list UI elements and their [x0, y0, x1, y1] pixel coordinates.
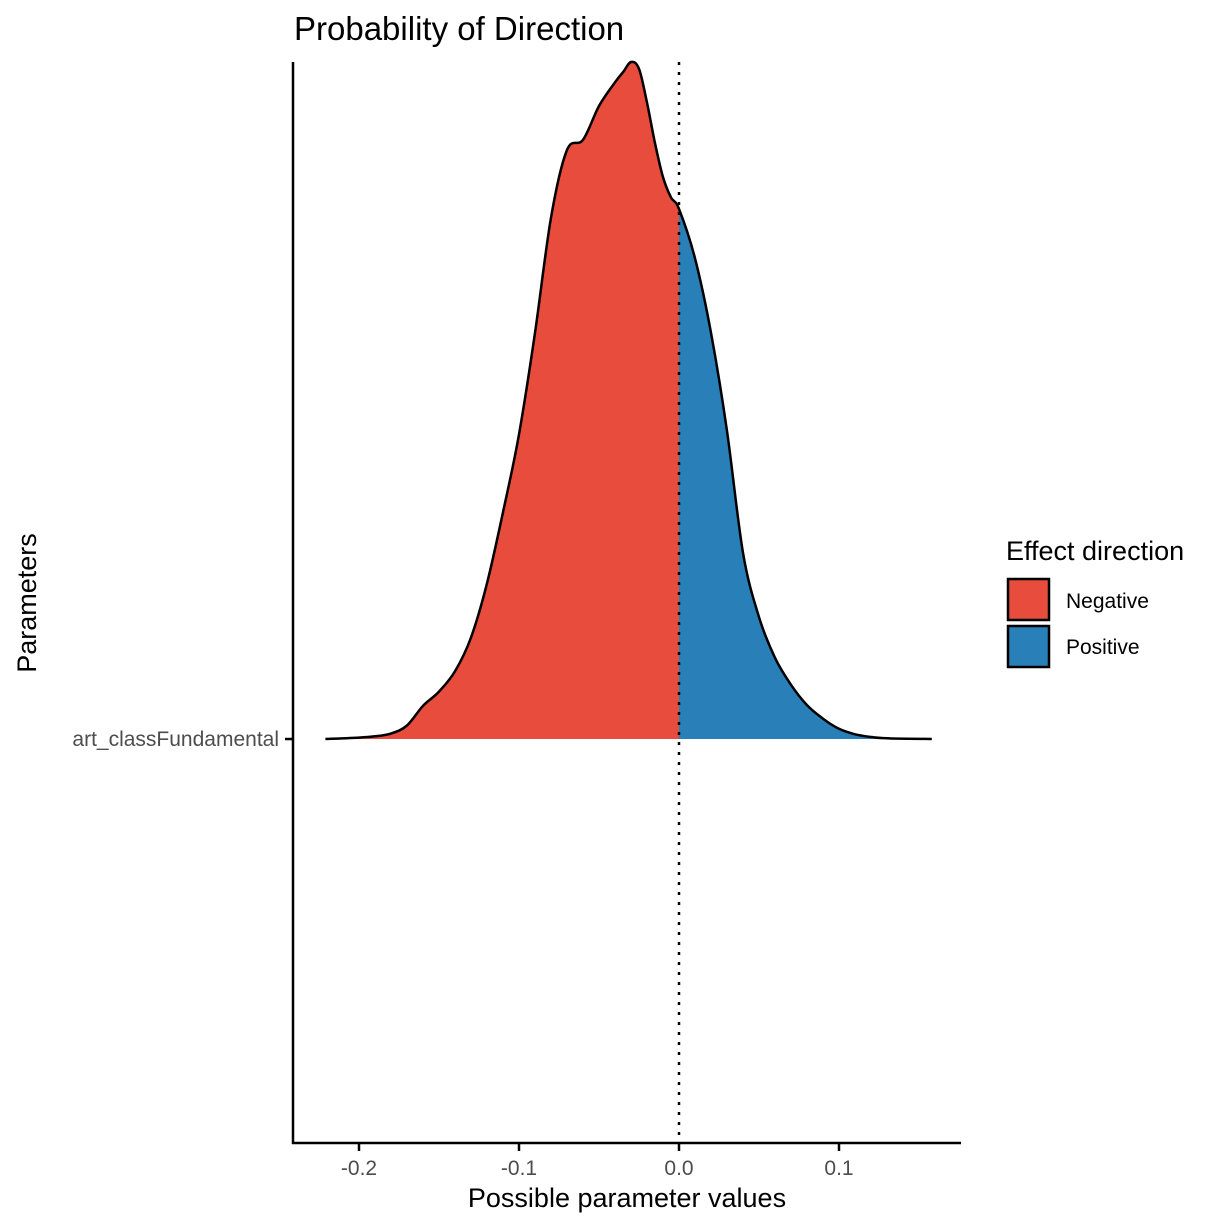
legend-swatch-positive	[1006, 624, 1051, 669]
negative-area	[325, 61, 679, 740]
x-tick-label: -0.2	[341, 1157, 377, 1180]
legend-label-negative: Negative	[1066, 590, 1149, 613]
legend-label-positive: Positive	[1066, 636, 1140, 659]
x-tick-label: 0.1	[824, 1157, 853, 1180]
legend-title: Effect direction	[1006, 536, 1184, 566]
x-tick-label: 0.0	[664, 1157, 693, 1180]
x-axis-ticks: -0.2 -0.1 0.0 0.1	[341, 1143, 854, 1180]
y-axis-title: Parameters	[12, 533, 42, 673]
legend-swatch-negative	[1006, 577, 1051, 622]
density-area	[325, 60, 932, 741]
positive-area	[679, 208, 932, 739]
y-tick-label: art_classFundamental	[72, 728, 279, 751]
chart-title: Probability of Direction	[294, 10, 624, 47]
x-axis-title: Possible parameter values	[468, 1183, 786, 1213]
density-outline	[325, 60, 932, 741]
x-tick-label: -0.1	[501, 1157, 537, 1180]
legend: Effect direction Negative Positive	[1006, 536, 1184, 669]
